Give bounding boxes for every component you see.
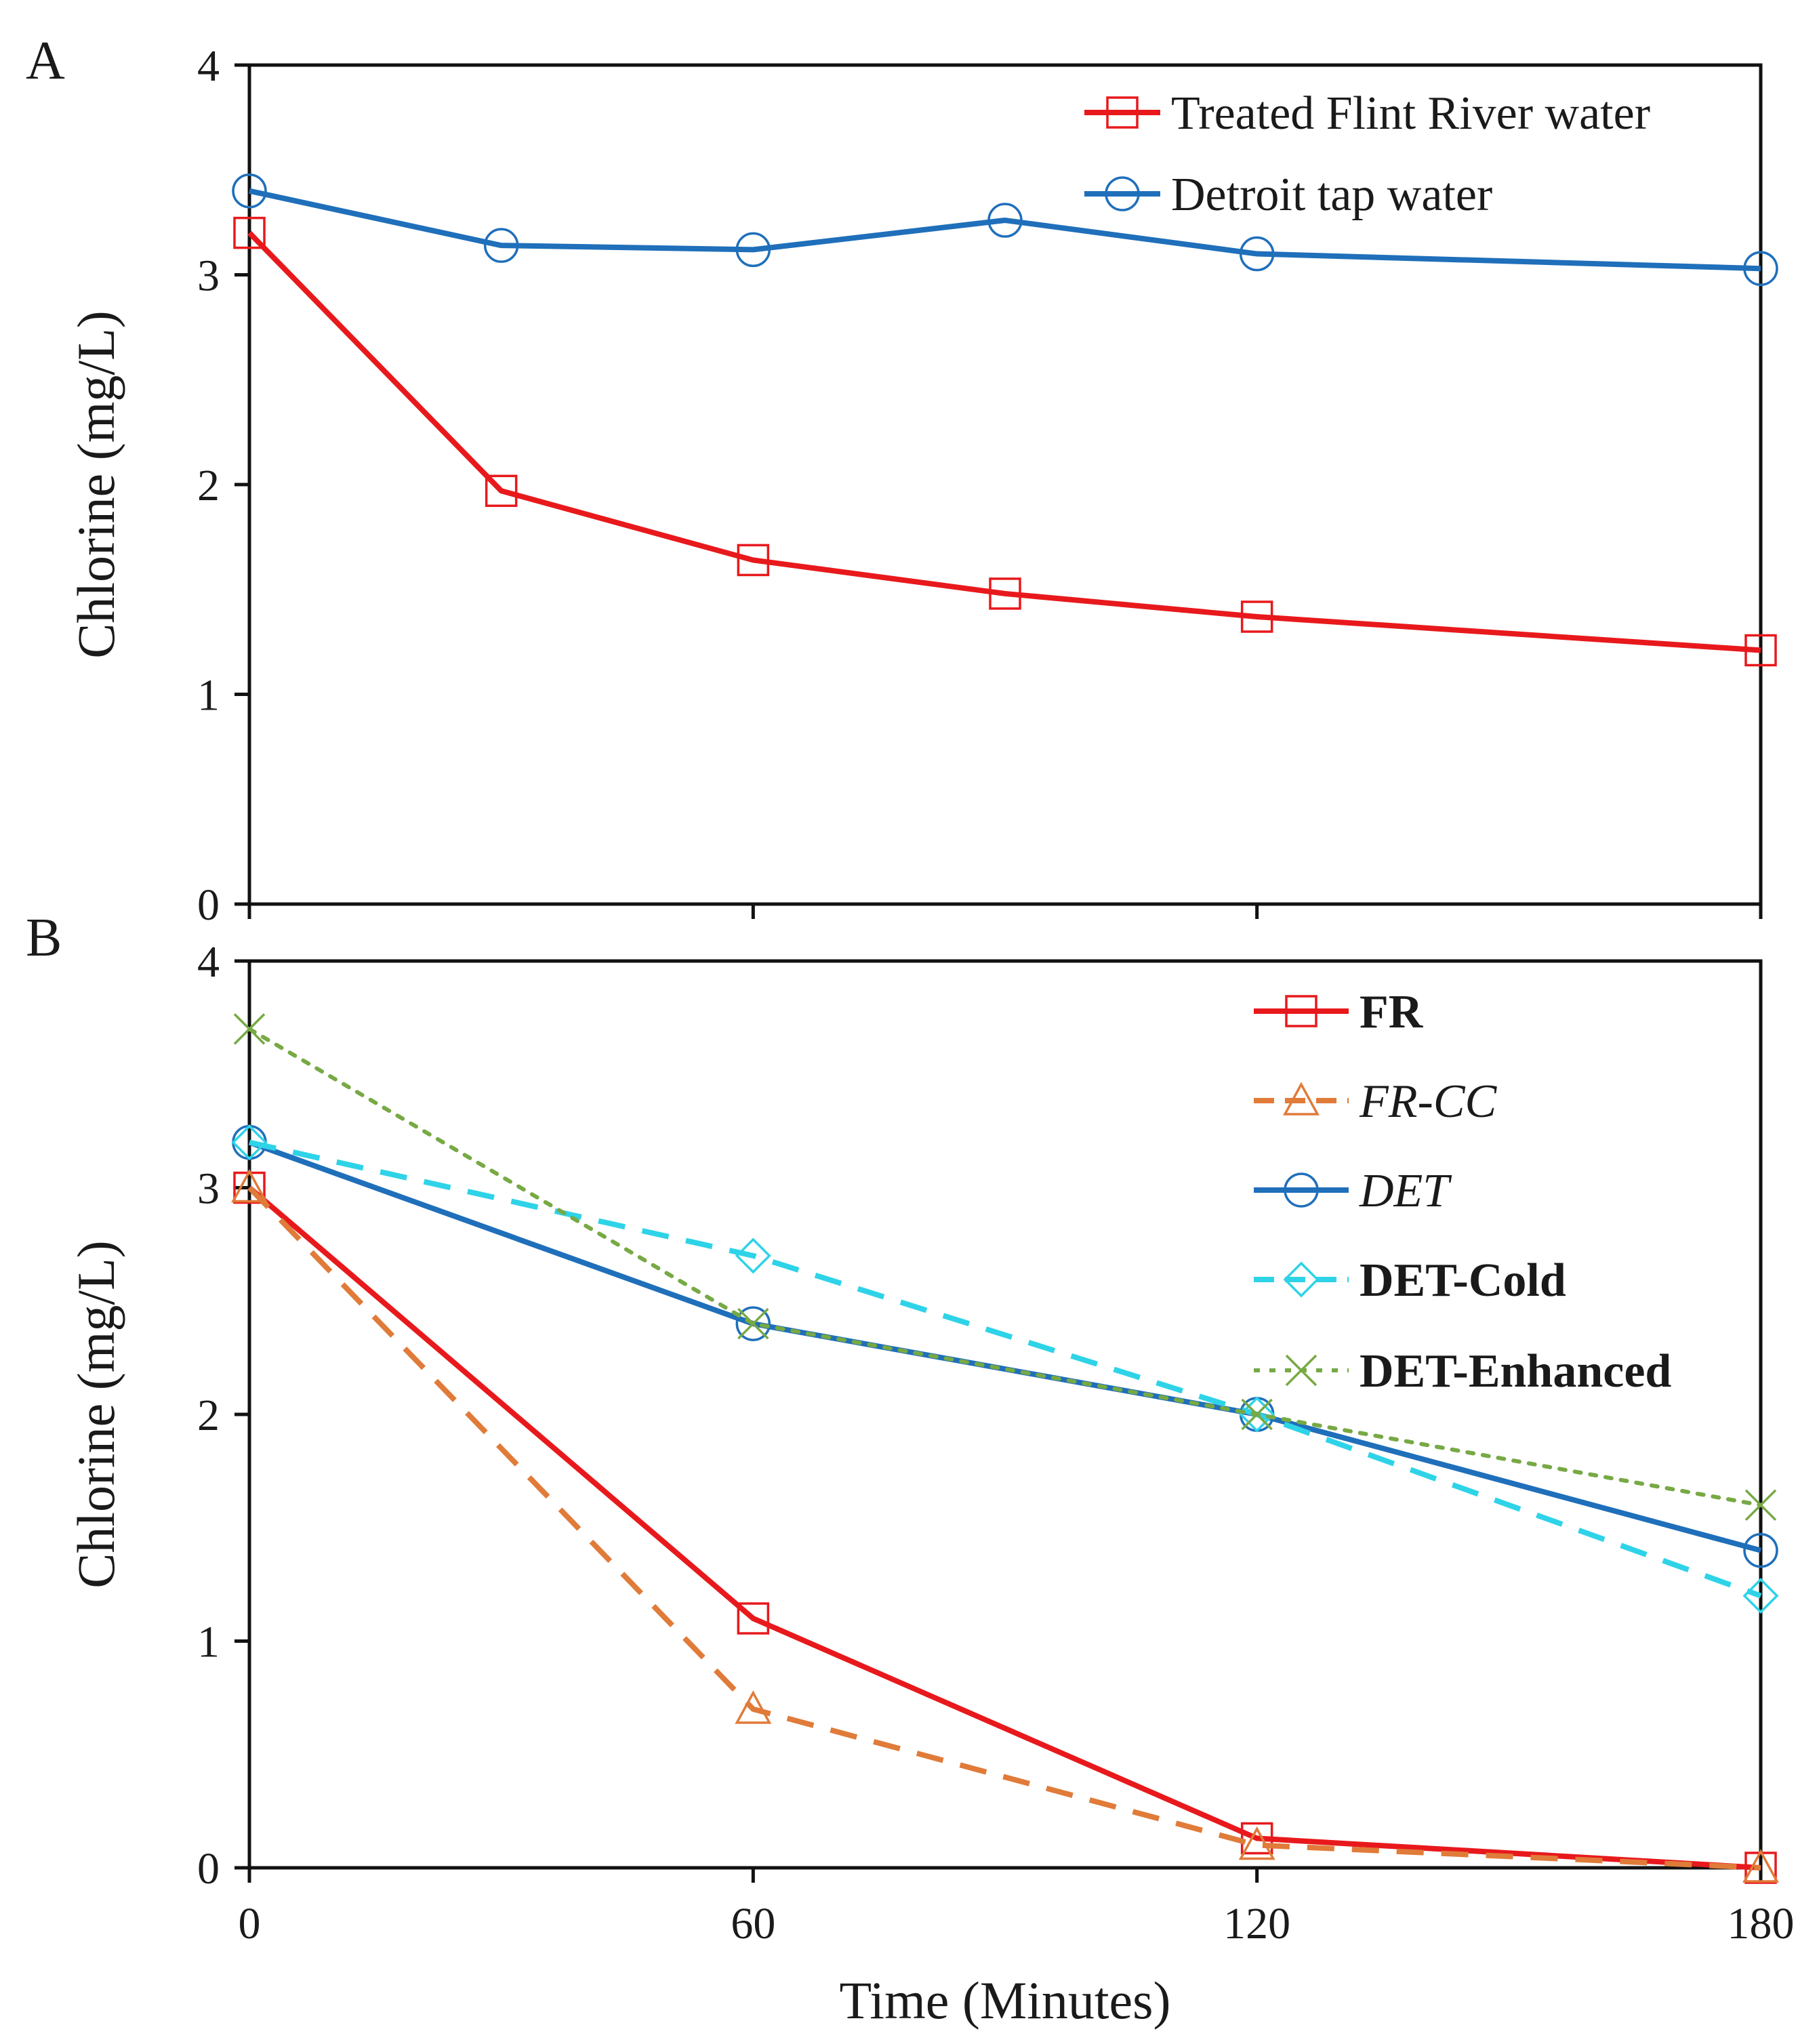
legend-entry: Detroit tap water (1084, 169, 1492, 221)
data-point (1240, 600, 1273, 633)
y-tick-label: 4 (197, 41, 220, 91)
legend-label: DET-Cold (1360, 1254, 1566, 1307)
x-axis-title: Time (Minutes) (840, 1971, 1171, 2030)
data-point (987, 203, 1023, 238)
data-point (1742, 1578, 1779, 1614)
data-point (1241, 1398, 1273, 1431)
data-point (735, 1238, 771, 1274)
y-axis-title: Chlorine (mg/L) (66, 310, 125, 658)
x-tick-label: 180 (1728, 1899, 1795, 1948)
legend-marker (1283, 1261, 1320, 1298)
legend-marker (1105, 176, 1140, 211)
data-point (1744, 634, 1777, 667)
y-tick-label: 1 (197, 1618, 220, 1667)
data-point (989, 577, 1021, 610)
series-det-cold (231, 1124, 1779, 1614)
data-point (1742, 1849, 1779, 1883)
data-point (233, 216, 266, 249)
series-line (247, 230, 1761, 653)
y-tick-label: 4 (197, 937, 220, 987)
legend-marker (1285, 1354, 1317, 1387)
panel-label: B (26, 908, 62, 968)
data-point (1744, 1489, 1777, 1521)
legend: Treated Flint River water Detroit tap wat… (1084, 87, 1650, 221)
legend-entry: DET (1254, 1165, 1452, 1217)
y-tick-label: 2 (197, 461, 220, 510)
y-tick-label: 0 (197, 880, 220, 930)
y-tick-label: 1 (197, 671, 220, 720)
legend-label: FR (1360, 986, 1424, 1038)
data-point (233, 1013, 266, 1045)
chart-panel-a: A 0 1 2 3 4 Chlorine (mg/L) Treated Flint River… (26, 31, 1778, 930)
legend-label: DET-Enhanced (1360, 1345, 1671, 1397)
series-line (248, 1139, 1762, 1553)
y-tick-label: 0 (197, 1844, 220, 1894)
data-point (1239, 236, 1275, 272)
series-line (249, 1139, 1762, 1599)
panel-label: A (26, 31, 65, 91)
data-point (1743, 1532, 1778, 1568)
data-point (483, 228, 519, 263)
data-point (232, 173, 267, 209)
plot-frame (247, 959, 1763, 1870)
x-tick-label: 60 (731, 1899, 775, 1948)
legend-label: Treated Flint River water (1171, 87, 1650, 140)
y-tick-label: 3 (197, 251, 220, 301)
legend-marker (1283, 1082, 1320, 1116)
legend-marker (1284, 1172, 1319, 1208)
data-point (1239, 1396, 1275, 1433)
legend-entry: DET-Cold (1254, 1254, 1566, 1307)
data-point (737, 1602, 770, 1635)
legend-entry: DET-Enhanced (1254, 1345, 1671, 1397)
legend-entry: FR (1254, 986, 1424, 1038)
y-tick-label: 2 (197, 1391, 220, 1440)
plot-frame (247, 63, 1763, 906)
data-point (231, 1168, 268, 1203)
legend: FR FR-CC DET DET-Cold DET-Enhanced (1254, 986, 1671, 1397)
series-line (247, 1185, 1761, 1871)
legend-marker (1285, 995, 1317, 1027)
series-det-enhanced (233, 1013, 1777, 1521)
legend-label: FR-CC (1359, 1076, 1498, 1128)
data-point (735, 232, 771, 268)
data-point (737, 544, 770, 577)
data-point (1743, 251, 1778, 286)
data-point (737, 1307, 769, 1340)
legend-marker (1106, 96, 1139, 129)
legend-entry: FR-CC (1254, 1076, 1498, 1128)
data-point (231, 1124, 268, 1161)
data-point (735, 1306, 771, 1341)
legend-label: Detroit tap water (1171, 169, 1492, 221)
x-tick-label: 120 (1223, 1899, 1290, 1948)
x-tick-label: 0 (239, 1899, 261, 1948)
chart-panel-b: B 0 1 2 3 4 0 60 120 180 Chlorine (mg/L) Time (Minu… (26, 908, 1795, 2030)
series-detroit-tap-water (232, 173, 1778, 286)
series-treated-flint-river-water (233, 216, 1777, 667)
y-axis-title: Chlorine (mg/L) (66, 1240, 125, 1588)
data-point (735, 1690, 772, 1724)
data-point (485, 474, 518, 508)
series-line (247, 1185, 1761, 1871)
legend-entry: Treated Flint River water (1084, 87, 1650, 140)
data-point (1238, 1826, 1275, 1860)
legend-label: DET (1359, 1165, 1452, 1217)
series-fr-cc (231, 1168, 1779, 1883)
series-line (249, 188, 1761, 272)
y-tick-label: 3 (197, 1164, 220, 1214)
